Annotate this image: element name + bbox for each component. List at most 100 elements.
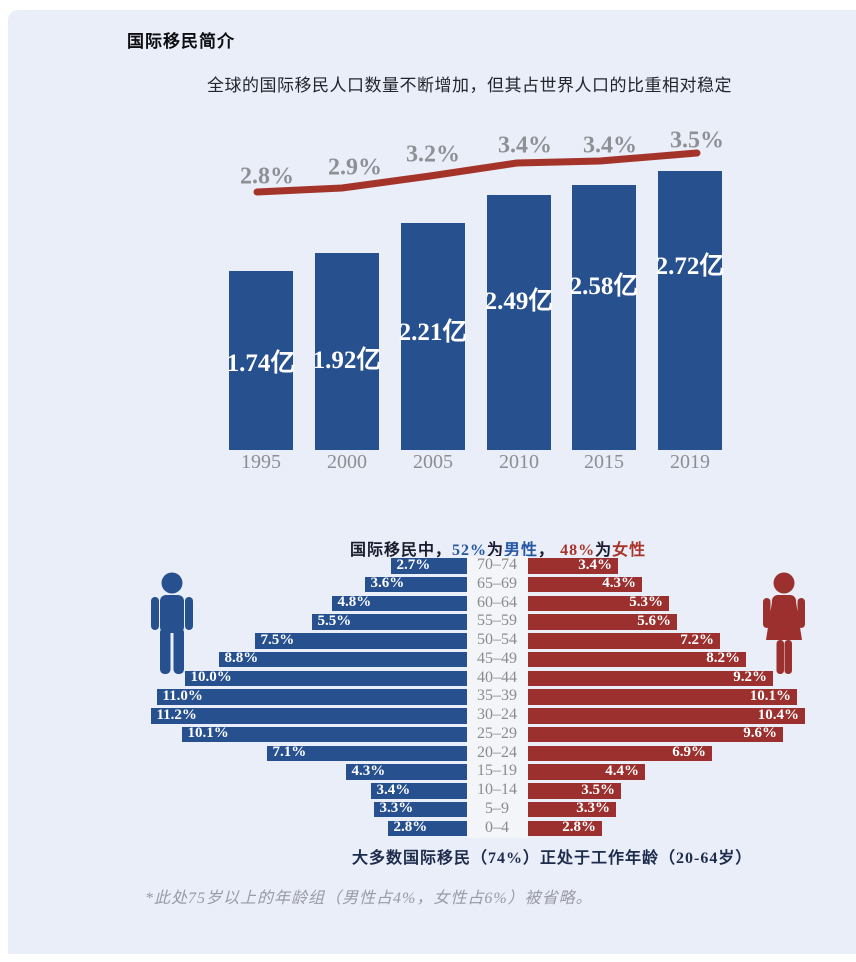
male-bar-label: 8.8% [224,650,259,667]
pyramid-title-segment: 为 [487,542,505,559]
page-subtitle: 全球的国际移民人口数量不断增加，但其占世界人口的比重相对稳定 [207,76,732,95]
migrant-bar-1995 [229,271,293,450]
male-bar-label: 4.3% [351,762,386,779]
age-group-label: 20–24 [477,743,517,761]
age-group-label: 35–39 [477,687,517,705]
male-bar-65–69 [364,576,467,593]
age-group-label: 40–44 [477,668,517,686]
male-bar-0–4 [387,820,467,836]
bar-value-label: 1.92亿 [312,347,382,374]
share-label: 3.2% [406,141,460,168]
female-icon [763,572,805,674]
female-bar-label: 6.9% [672,744,706,760]
age-group-label: 55–59 [477,612,517,630]
age-group-label: 60–64 [477,593,517,611]
male-bar-label: 3.3% [379,800,414,817]
female-bar-label: 7.2% [680,631,714,648]
share-label: 2.8% [240,163,294,190]
male-bar-35–39 [156,689,467,705]
pyramid-caption: 大多数国际移民（74%）正处于工作年龄（20-64岁） [352,850,753,867]
age-group-label: 10–14 [477,781,517,798]
female-bar-30–24 [528,708,805,724]
male-bar-10–14 [370,783,467,799]
pyramid-title-segment: ， [538,542,561,559]
female-bar-label: 2.8% [562,819,596,835]
year-label: 2005 [413,451,453,473]
male-bar-45–49 [218,651,467,668]
age-group-label: 30–24 [477,706,517,723]
age-group-label: 25–29 [477,724,517,742]
bar-value-label: 1.74亿 [226,350,296,377]
female-bar-40–44 [528,670,773,686]
age-group-label: 0–4 [485,818,509,836]
male-bar-50–54 [254,633,467,649]
female-bar-label: 4.3% [602,575,636,592]
male-bar-label: 2.8% [393,819,428,835]
age-group-label: 45–49 [477,649,517,667]
female-bar-label: 9.6% [743,725,777,742]
female-bar-10–14 [528,783,621,799]
male-bar-label: 11.2% [156,706,197,723]
age-group-label: 65–69 [477,574,517,592]
male-bar-label: 10.0% [190,669,232,685]
bar-value-label: 2.49亿 [484,288,554,315]
male-bar-55–59 [311,614,467,630]
age-group-label: 5–9 [485,799,509,817]
bar-value-label: 2.21亿 [398,319,468,346]
female-bar-label: 8.2% [706,650,740,667]
female-bar-45–49 [528,651,746,668]
female-bar-label: 5.6% [637,612,671,629]
male-bar-label: 10.1% [187,725,229,742]
age-group-label: 70–74 [477,556,517,573]
female-bar-label: 3.3% [576,800,610,817]
age-label-column [466,556,528,838]
male-bar-40–44 [184,670,467,686]
female-bar-35–39 [528,689,797,705]
year-label: 2015 [584,451,624,473]
migrant-bar-2015 [572,185,636,450]
male-bar-label: 4.8% [337,594,372,610]
male-bar-label: 3.6% [370,575,405,592]
female-bar-label: 10.1% [749,687,791,704]
female-bar-0–4 [528,820,602,836]
male-bar-15–19 [345,764,467,780]
male-bar-60–64 [331,595,467,611]
female-bar-65–69 [528,576,642,593]
male-bar-20–24 [266,745,467,761]
female-bar-60–64 [528,595,669,611]
migrant-bar-2019 [658,171,722,450]
female-bar-15–19 [528,764,645,780]
female-bar-label: 3.4% [578,556,612,573]
male-bar-label: 7.5% [260,631,295,648]
female-bar-50–54 [528,633,720,649]
female-bar-55–59 [528,614,677,630]
year-label: 2010 [499,451,539,473]
female-bar-label: 3.5% [581,781,615,798]
female-bar-5–9 [528,801,616,818]
male-icon [151,572,193,674]
pyramid-title-segment: 国际移民中， [350,542,453,559]
share-label: 3.4% [583,132,637,159]
year-label: 2019 [670,451,710,473]
male-bar-label: 3.4% [376,781,411,798]
year-label: 1995 [241,451,281,473]
female-bar-70–74 [528,558,618,574]
male-bar-25–29 [181,726,467,743]
pyramid-title-segment: 为 [595,542,613,559]
share-label: 3.5% [670,127,724,154]
age-group-label: 15–19 [477,762,517,780]
migrant-bar-2000 [315,253,379,450]
male-bar-label: 2.7% [396,556,431,573]
male-bar-30–24 [150,708,467,724]
female-bar-label: 4.4% [605,762,639,779]
age-group-label: 50–54 [477,631,517,648]
male-bar-label: 11.0% [162,687,203,704]
page-title: 国际移民简介 [127,32,235,51]
migrant-bar-2010 [487,195,551,450]
male-bar-5–9 [373,801,467,818]
share-trend-line [253,149,701,196]
bar-value-label: 2.72亿 [655,253,725,280]
pyramid-footnote: *此处75岁以上的年龄组（男性占4%，女性占6%）被省略。 [145,890,593,907]
share-label: 3.4% [498,132,552,159]
